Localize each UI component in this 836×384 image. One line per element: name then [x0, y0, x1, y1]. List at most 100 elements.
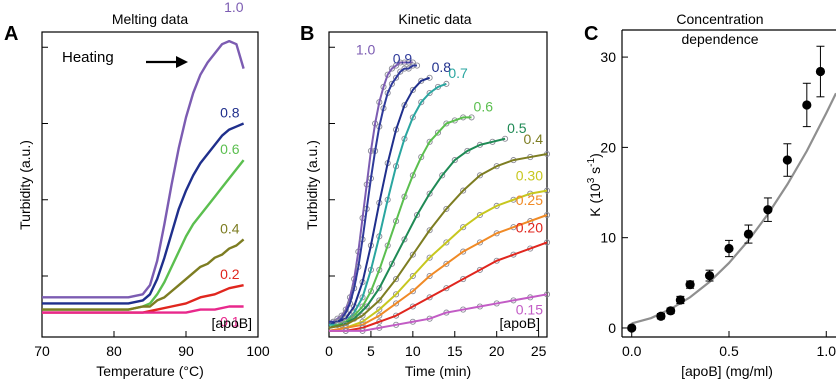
panel-b-ylabel: Turbidity (a.u.) [304, 140, 320, 230]
panel-b-series-label-0-9: 0.9 [393, 51, 413, 67]
panel-b-line-1-0 [329, 61, 413, 323]
panel-c-point [724, 243, 734, 254]
panel-b-marker-0-5 [388, 260, 395, 267]
panel-c-letter: C [584, 23, 598, 45]
heating-annotation: Heating [62, 49, 114, 66]
panel-b-marker-0-4 [460, 187, 467, 194]
panel-c-point [685, 280, 695, 290]
panel-c-point [666, 306, 676, 316]
panel-b-title: Kinetic data [398, 11, 471, 27]
panel-b-marker-0-9 [342, 309, 349, 316]
panel-a-xtick-label: 90 [178, 343, 194, 359]
panel-b-line-0-20 [329, 241, 548, 332]
panel-a: A Melting data 70 80 90 100 1.0 0.8 0.6 0.4 0.2… [4, 0, 270, 379]
panel-b-marker-0-4 [359, 312, 366, 319]
panel-b-marker-0-25 [460, 248, 467, 255]
panel-b-marker-0-20 [460, 275, 467, 283]
panel-b-xtick-label: 20 [489, 343, 505, 359]
panel-a-series-label-0-8: 0.8 [220, 105, 240, 121]
panel-c-title-line2: dependence [681, 31, 758, 47]
panel-b-marker-0-8 [409, 86, 416, 93]
panel-b-series-label-0-4: 0.4 [524, 131, 544, 147]
panel-b-marker-0-5 [401, 236, 408, 243]
panel-b-marker-0-6 [359, 303, 366, 310]
panel-c: C Concentration dependence 0.0 0.5 1.0 0 10 2… [584, 11, 836, 379]
panel-b-frame [328, 31, 548, 338]
panel-b-series-label-0-15: 0.15 [516, 301, 543, 317]
panel-c-xtick-label: 1.0 [817, 343, 836, 359]
panel-b-line-0-30 [328, 189, 548, 332]
panel-b-marker-0-4 [426, 227, 433, 234]
panel-b-marker-0-7 [426, 89, 433, 97]
panel-b-marker-0-6 [426, 138, 433, 145]
panel-b-xtick-label: 5 [367, 343, 375, 359]
panel-b-marker-0-20 [426, 294, 433, 301]
panel-b-marker-0-5 [426, 190, 433, 197]
panel-a-line-0-6 [42, 159, 245, 311]
panel-b-marker-0-6 [418, 153, 425, 161]
panel-b-marker-0-9 [397, 68, 404, 75]
panel-b-marker-0-30 [443, 239, 450, 246]
panel-b-series-label-0-25: 0.25 [516, 192, 543, 208]
panel-b-marker-0-30 [376, 306, 383, 313]
panel-b-marker-0-25 [443, 260, 450, 267]
panel-b-marker-0-30 [409, 272, 416, 280]
panel-b-marker-0-9 [393, 74, 400, 81]
panel-b-marker-0-25 [393, 300, 400, 307]
panel-a-series-label-0-6: 0.6 [220, 141, 240, 157]
panel-c-point [675, 295, 685, 305]
panel-b-marker-0-30 [393, 291, 400, 298]
panel-a-ylabel: Turbidity (a.u.) [17, 140, 33, 230]
panel-b-marker-0-5 [451, 157, 458, 164]
panel-a-series-label-0-4: 0.4 [220, 220, 240, 236]
panel-a-xtick-label: 70 [34, 343, 50, 359]
panel-b-xtick-label: 10 [405, 343, 421, 359]
panel-c-ytick-label: 10 [600, 230, 616, 246]
panel-a-legend-title: [apoB] [212, 315, 252, 331]
panel-b-marker-0-5 [464, 147, 471, 154]
panel-a-line-0-8 [42, 122, 245, 305]
panel-a-line-0-4 [42, 238, 245, 311]
panel-b-marker-0-9 [388, 80, 395, 87]
panel-b-marker-0-7 [418, 99, 425, 106]
panel-a-line-0-1 [42, 305, 244, 314]
panel-b-marker-1-0 [393, 62, 400, 69]
panel-b-marker-0-5 [376, 285, 383, 292]
panel-c-point [815, 66, 826, 77]
panel-b-marker-0-5 [439, 172, 446, 179]
panel-b-line-0-5 [328, 137, 506, 329]
panel-b-series-label-0-30: 0.30 [516, 168, 543, 184]
panel-b-marker-0-25 [426, 272, 433, 280]
panel-a-ticks: 70 80 90 100 [34, 46, 270, 359]
panel-b-marker-0-25 [476, 239, 483, 246]
panel-b-line-0-4 [328, 153, 548, 329]
panel-c-ticks: 0.0 0.5 1.0 0 10 20 30 [600, 49, 836, 359]
panel-b-xtick-label: 0 [325, 343, 333, 359]
panel-c-point [704, 271, 715, 281]
panel-c-point [763, 205, 773, 215]
panel-a-xtick-label: 100 [246, 343, 270, 359]
panel-b-series-label-0-6: 0.6 [474, 98, 494, 114]
panel-b-marker-0-5 [363, 303, 370, 310]
panel-a-xlabel: Temperature (°C) [96, 363, 204, 379]
panel-c-point [627, 323, 637, 333]
panel-b-marker-0-20 [409, 303, 416, 310]
panel-a-title: Melting data [112, 11, 188, 27]
panel-a-series: 1.0 0.8 0.6 0.4 0.2 0.1 [42, 0, 245, 330]
panel-a-frame [41, 31, 259, 338]
panel-c-fit-line [631, 92, 836, 325]
panel-b-marker-0-4 [393, 275, 400, 283]
panel-a-series-label-0-1: 0.1 [220, 314, 240, 330]
panel-b-letter: B [300, 23, 314, 45]
panel-c-ylabel: K (103 s-1) [586, 153, 603, 217]
panel-a-xtick-label: 80 [106, 343, 122, 359]
panel-b-marker-0-6 [434, 129, 442, 136]
panel-b-series-label-0-8: 0.8 [432, 59, 452, 75]
panel-c-ytick-label: 30 [600, 49, 616, 65]
panel-b-line-0-9 [329, 64, 418, 323]
panel-b-series: 1.0 0.9 0.80.7 0.6 0.50.4 0.30 0.25 0.20 0.15 [328, 41, 551, 334]
panel-c-title-line1: Concentration [676, 11, 763, 27]
panel-b-marker-0-4 [443, 205, 450, 212]
panel-a-series-label-0-2: 0.2 [220, 266, 240, 282]
